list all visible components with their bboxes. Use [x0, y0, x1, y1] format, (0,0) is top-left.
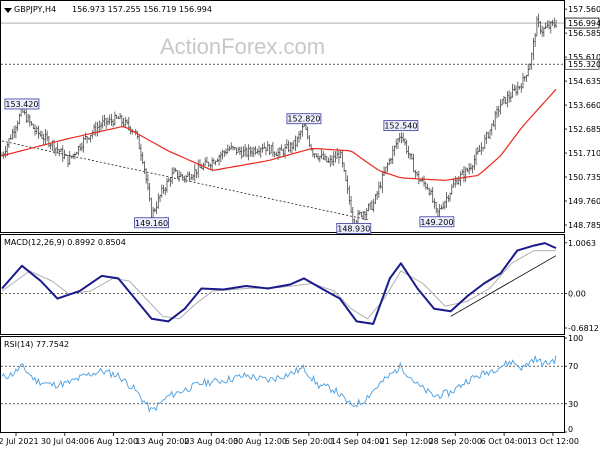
rsi-line [1, 354, 557, 413]
level-price-label: 155.320 [568, 60, 600, 69]
macd-lines [1, 242, 557, 325]
time-tick-label: 13 Oct 12:00 [527, 437, 579, 446]
price-tick-label: 151.710 [568, 149, 600, 158]
signal-line [1, 250, 556, 320]
time-tick-label: 28 Sep 20:00 [429, 437, 482, 446]
rsi-tick-label: 70 [568, 362, 578, 371]
macd-label: MACD(12,26,9) 0.8992 0.8504 [4, 238, 126, 247]
price-annotation-box [336, 223, 372, 234]
price-tick-label: 153.660 [568, 101, 600, 110]
time-tick-label: 6 Oct 04:00 [481, 437, 528, 446]
macd-tick-label: -0.6812 [568, 324, 599, 333]
rsi-label: RSI(14) 77.7542 [4, 340, 69, 349]
price-annotation-box [419, 216, 455, 228]
moving-average-line [1, 88, 557, 181]
price-annotation-label: 149.160 [135, 219, 168, 228]
chevron-down-icon [4, 8, 12, 13]
price-tick-label: 155.610 [568, 53, 600, 62]
price-annotation-box [4, 98, 40, 110]
macd-tick-label: 1.0063 [568, 239, 596, 248]
watermark: ActionForex.com [160, 34, 325, 59]
price-tick-label: 149.760 [568, 197, 600, 206]
time-tick-label: 22 Jul 2021 [0, 437, 39, 446]
rsi-panel-frame [0, 336, 565, 433]
time-tick-label: 30 Aug 12:00 [233, 437, 287, 446]
time-tick-label: 6 Aug 12:00 [89, 437, 138, 446]
price-annotation-box [134, 217, 169, 229]
rsi-tick-label: 30 [568, 400, 578, 409]
last-price-label: 156.994 [568, 19, 600, 28]
macd-panel-frame [0, 234, 565, 335]
price-annotation-label: 152.820 [287, 115, 320, 124]
price-annotation-label: 149.200 [420, 218, 453, 227]
time-tick-label: 14 Sep 04:00 [331, 437, 384, 446]
rsi-line [1, 354, 557, 413]
time-tick-label: 23 Aug 04:00 [184, 437, 238, 446]
price-annotation-label: 148.930 [337, 224, 370, 233]
price-annotations: 153.420 149.160 152.820 148.930 152.540 149.2… [4, 98, 455, 234]
price-tick-label: 152.685 [568, 125, 600, 134]
price-tick-label: 150.735 [568, 173, 600, 182]
macd-line [1, 242, 557, 325]
last-price-box [564, 17, 600, 29]
price-annotation-box [286, 113, 322, 125]
ohlc-values: 156.973 157.255 156.719 156.994 [72, 5, 212, 14]
time-tick-label: 30 Jul 04:00 [41, 437, 89, 446]
rsi-tick-label: 0 [568, 425, 573, 434]
level-price-box [564, 58, 600, 70]
macd-axis: 1.0063 0.00 -0.6812 [564, 239, 599, 333]
price-tick-label: 157.560 [568, 5, 600, 14]
macd-tick-label: 0.00 [568, 290, 586, 299]
macd-trendline [450, 255, 557, 317]
price-grid [1, 22, 564, 65]
price-tick-label: 148.785 [568, 221, 600, 230]
price-tick-label: 154.635 [568, 77, 600, 86]
price-annotation-label: 152.540 [384, 122, 417, 131]
header: GBPJPY,H4 156.973 157.255 156.719 156.99… [4, 5, 212, 14]
price-axis: 157.560 156.585 155.610 154.635 153.660 152.6… [564, 5, 600, 230]
price-tick-label: 156.585 [568, 29, 600, 38]
time-tick-label: 21 Sep 12:00 [380, 437, 433, 446]
time-tick-label: 6 Sep 20:00 [285, 437, 333, 446]
rsi-axis: 100 70 30 0 [564, 334, 583, 434]
symbol-label: GBPJPY,H4 [14, 5, 56, 14]
time-tick-label: 13 Aug 20:00 [135, 437, 189, 446]
rsi-tick-label: 100 [568, 334, 583, 343]
rsi-grid [1, 365, 564, 405]
moving-average [1, 88, 557, 181]
price-annotation-box [383, 120, 419, 132]
price-annotation-label: 153.420 [5, 100, 38, 109]
price-panel-frame [0, 0, 565, 233]
